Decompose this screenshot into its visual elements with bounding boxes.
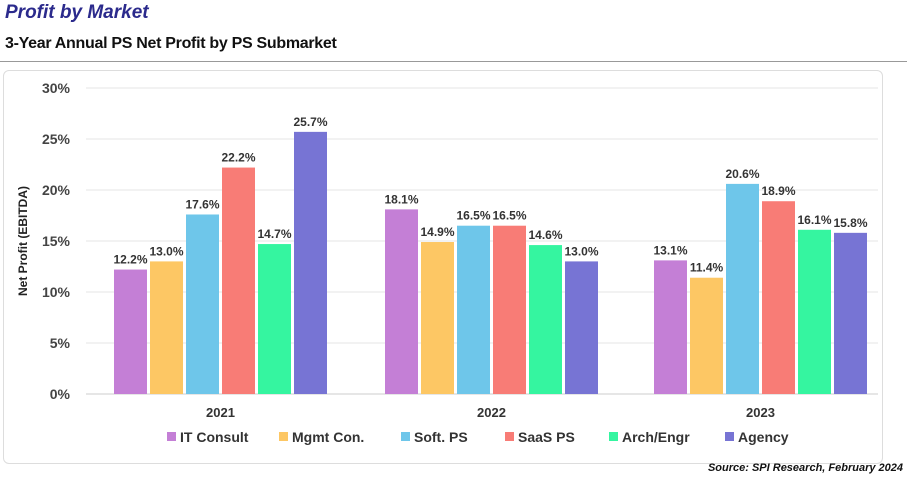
y-tick-label: 20% xyxy=(42,182,71,198)
bar xyxy=(385,209,418,394)
legend-swatch xyxy=(725,432,734,441)
data-label: 16.5% xyxy=(492,209,526,223)
data-label: 14.6% xyxy=(528,228,562,242)
bar xyxy=(529,245,562,394)
data-label: 18.9% xyxy=(761,184,795,198)
legend-item: Soft. PS xyxy=(414,429,468,445)
bar xyxy=(654,260,687,394)
x-tick-label: 2021 xyxy=(206,405,235,420)
x-tick-label: 2022 xyxy=(477,405,506,420)
chart-title: 3-Year Annual PS Net Profit by PS Submar… xyxy=(5,35,337,52)
data-label: 13.0% xyxy=(149,244,183,258)
bar xyxy=(798,229,831,394)
bar xyxy=(150,261,183,394)
y-tick-label: 10% xyxy=(42,284,71,300)
y-tick-label: 25% xyxy=(42,131,71,147)
y-axis-label: Net Profit (EBITDA) xyxy=(16,186,30,296)
legend-item: Arch/Engr xyxy=(622,429,690,445)
bar xyxy=(457,225,490,394)
y-tick-label: 30% xyxy=(42,80,71,96)
data-label: 22.2% xyxy=(221,151,255,165)
legend-swatch xyxy=(167,432,176,441)
y-tick-label: 5% xyxy=(50,335,71,351)
data-label: 13.0% xyxy=(564,244,598,258)
legend-swatch xyxy=(609,432,618,441)
bar xyxy=(421,242,454,394)
bar xyxy=(258,244,291,394)
x-tick-label: 2023 xyxy=(746,405,775,420)
data-label: 25.7% xyxy=(293,115,327,129)
data-label: 20.6% xyxy=(725,167,759,181)
chart-frame xyxy=(3,70,883,464)
data-label: 14.7% xyxy=(257,227,291,241)
bar xyxy=(114,269,147,394)
legend-item: Agency xyxy=(738,429,789,445)
data-label: 13.1% xyxy=(653,243,687,257)
data-label: 11.4% xyxy=(690,261,724,275)
data-label: 15.8% xyxy=(833,216,867,230)
data-label: 18.1% xyxy=(384,192,418,206)
bar xyxy=(222,167,255,394)
divider xyxy=(0,61,907,62)
data-label: 17.6% xyxy=(185,197,219,211)
legend-item: SaaS PS xyxy=(518,429,575,445)
bar xyxy=(834,232,867,394)
y-tick-label: 0% xyxy=(50,386,71,402)
data-label: 14.9% xyxy=(420,225,454,239)
bar xyxy=(762,201,795,394)
legend-swatch xyxy=(505,432,514,441)
bar xyxy=(726,183,759,394)
legend-item: Mgmt Con. xyxy=(292,429,364,445)
data-label: 12.2% xyxy=(113,253,147,267)
page-title: Profit by Market xyxy=(5,2,149,23)
y-tick-label: 15% xyxy=(42,233,71,249)
legend-item: IT Consult xyxy=(180,429,249,445)
bar xyxy=(294,131,327,395)
bar xyxy=(493,225,526,394)
bar xyxy=(186,214,219,394)
data-label: 16.1% xyxy=(797,213,831,227)
bar xyxy=(690,277,723,394)
legend-swatch xyxy=(279,432,288,441)
bar xyxy=(565,261,598,394)
legend-swatch xyxy=(401,432,410,441)
source-note: Source: SPI Research, February 2024 xyxy=(707,462,903,474)
data-label: 16.5% xyxy=(456,209,490,223)
